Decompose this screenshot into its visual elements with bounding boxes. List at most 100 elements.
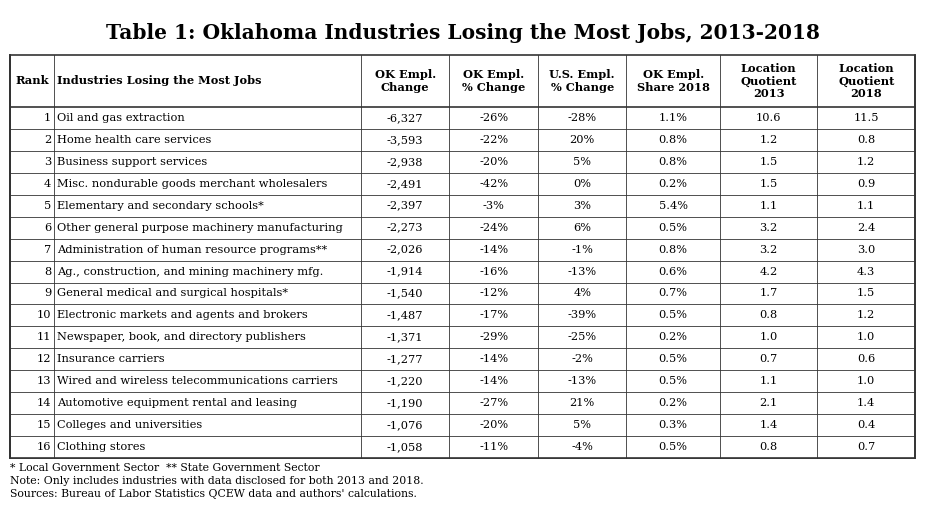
Text: -2,491: -2,491 — [387, 179, 424, 189]
Text: Insurance carriers: Insurance carriers — [57, 354, 165, 365]
Text: Administration of human resource programs**: Administration of human resource program… — [57, 244, 327, 255]
Text: 10.6: 10.6 — [756, 113, 782, 123]
Text: Clothing stores: Clothing stores — [57, 442, 145, 452]
Text: 1.1: 1.1 — [759, 376, 778, 386]
Text: -3%: -3% — [483, 201, 505, 211]
Text: -16%: -16% — [479, 267, 508, 277]
Text: Ag., construction, and mining machinery mfg.: Ag., construction, and mining machinery … — [57, 267, 324, 277]
Text: 1.1%: 1.1% — [659, 113, 687, 123]
Text: 0.8: 0.8 — [857, 135, 875, 145]
Text: -1,076: -1,076 — [387, 420, 424, 430]
Text: 0.8%: 0.8% — [659, 135, 687, 145]
Text: 1.2: 1.2 — [857, 157, 875, 167]
Text: 0.8: 0.8 — [759, 310, 778, 320]
Text: 5: 5 — [44, 201, 51, 211]
Text: 16: 16 — [37, 442, 51, 452]
Text: -1,220: -1,220 — [387, 376, 424, 386]
Text: -28%: -28% — [568, 113, 597, 123]
Text: Table 1: Oklahoma Industries Losing the Most Jobs, 2013-2018: Table 1: Oklahoma Industries Losing the … — [105, 23, 820, 43]
Text: 0.9: 0.9 — [857, 179, 875, 189]
Text: -20%: -20% — [479, 420, 508, 430]
Text: -4%: -4% — [572, 442, 593, 452]
Text: 14: 14 — [37, 398, 51, 408]
Text: 15: 15 — [37, 420, 51, 430]
Text: 0.3%: 0.3% — [659, 420, 687, 430]
Text: 2.1: 2.1 — [759, 398, 778, 408]
Text: 1: 1 — [44, 113, 51, 123]
Text: -1,914: -1,914 — [387, 267, 424, 277]
Text: -2,273: -2,273 — [387, 223, 424, 232]
Text: 1.5: 1.5 — [759, 157, 778, 167]
Text: 8: 8 — [44, 267, 51, 277]
Text: -1,277: -1,277 — [387, 354, 424, 365]
Text: 10: 10 — [37, 310, 51, 320]
Text: -1,487: -1,487 — [387, 310, 424, 320]
Text: -2,938: -2,938 — [387, 157, 424, 167]
Text: 21%: 21% — [570, 398, 595, 408]
Text: -11%: -11% — [479, 442, 508, 452]
Text: 3%: 3% — [574, 201, 591, 211]
Text: -1,540: -1,540 — [387, 289, 424, 298]
Text: -13%: -13% — [568, 267, 597, 277]
Text: -1,190: -1,190 — [387, 398, 424, 408]
Text: * Local Government Sector  ** State Government Sector: * Local Government Sector ** State Gover… — [10, 463, 320, 473]
Text: 0.7%: 0.7% — [659, 289, 687, 298]
Text: -1,371: -1,371 — [387, 332, 424, 342]
Text: 4.3: 4.3 — [857, 267, 875, 277]
Text: 11.5: 11.5 — [854, 113, 879, 123]
Text: 0.5%: 0.5% — [659, 223, 687, 232]
Text: -14%: -14% — [479, 376, 508, 386]
Text: 7: 7 — [44, 244, 51, 255]
Text: 0.5%: 0.5% — [659, 310, 687, 320]
Text: Electronic markets and agents and brokers: Electronic markets and agents and broker… — [57, 310, 308, 320]
Text: Location
Quotient
2013: Location Quotient 2013 — [741, 62, 796, 99]
Text: 13: 13 — [37, 376, 51, 386]
Text: 1.0: 1.0 — [759, 332, 778, 342]
Text: 5%: 5% — [574, 420, 591, 430]
Text: 1.5: 1.5 — [759, 179, 778, 189]
Text: Note: Only includes industries with data disclosed for both 2013 and 2018.: Note: Only includes industries with data… — [10, 476, 424, 486]
Text: 3: 3 — [44, 157, 51, 167]
Text: General medical and surgical hospitals*: General medical and surgical hospitals* — [57, 289, 289, 298]
Text: 3.2: 3.2 — [759, 223, 778, 232]
Text: Misc. nondurable goods merchant wholesalers: Misc. nondurable goods merchant wholesal… — [57, 179, 327, 189]
Text: -25%: -25% — [568, 332, 597, 342]
Text: -14%: -14% — [479, 244, 508, 255]
Text: 0.8%: 0.8% — [659, 157, 687, 167]
Text: 4%: 4% — [574, 289, 591, 298]
Text: Colleges and universities: Colleges and universities — [57, 420, 203, 430]
Text: 1.2: 1.2 — [759, 135, 778, 145]
Text: Oil and gas extraction: Oil and gas extraction — [57, 113, 185, 123]
Text: 1.1: 1.1 — [857, 201, 875, 211]
Text: -26%: -26% — [479, 113, 508, 123]
Text: 0.5%: 0.5% — [659, 442, 687, 452]
Text: -24%: -24% — [479, 223, 508, 232]
Text: -22%: -22% — [479, 135, 508, 145]
Text: 3.2: 3.2 — [759, 244, 778, 255]
Text: -13%: -13% — [568, 376, 597, 386]
Text: -3,593: -3,593 — [387, 135, 424, 145]
Text: Wired and wireless telecommunications carriers: Wired and wireless telecommunications ca… — [57, 376, 339, 386]
Text: -2,397: -2,397 — [387, 201, 424, 211]
Text: Location
Quotient
2018: Location Quotient 2018 — [838, 62, 894, 99]
Text: 0.7: 0.7 — [759, 354, 778, 365]
Text: -12%: -12% — [479, 289, 508, 298]
Text: 5%: 5% — [574, 157, 591, 167]
Text: Industries Losing the Most Jobs: Industries Losing the Most Jobs — [57, 75, 262, 86]
Text: 1.0: 1.0 — [857, 376, 875, 386]
Text: 4.2: 4.2 — [759, 267, 778, 277]
Text: 9: 9 — [44, 289, 51, 298]
Text: 0.2%: 0.2% — [659, 398, 687, 408]
Text: Sources: Bureau of Labor Statistics QCEW data and authors' calculations.: Sources: Bureau of Labor Statistics QCEW… — [10, 489, 417, 499]
Text: 3.0: 3.0 — [857, 244, 875, 255]
Text: -2%: -2% — [572, 354, 593, 365]
Text: 0.8%: 0.8% — [659, 244, 687, 255]
Text: 0.8: 0.8 — [759, 442, 778, 452]
Text: 0.6: 0.6 — [857, 354, 875, 365]
Text: 2.4: 2.4 — [857, 223, 875, 232]
Text: Business support services: Business support services — [57, 157, 207, 167]
Text: 5.4%: 5.4% — [659, 201, 687, 211]
Text: 0.4: 0.4 — [857, 420, 875, 430]
Text: 1.4: 1.4 — [759, 420, 778, 430]
Text: -1%: -1% — [572, 244, 593, 255]
